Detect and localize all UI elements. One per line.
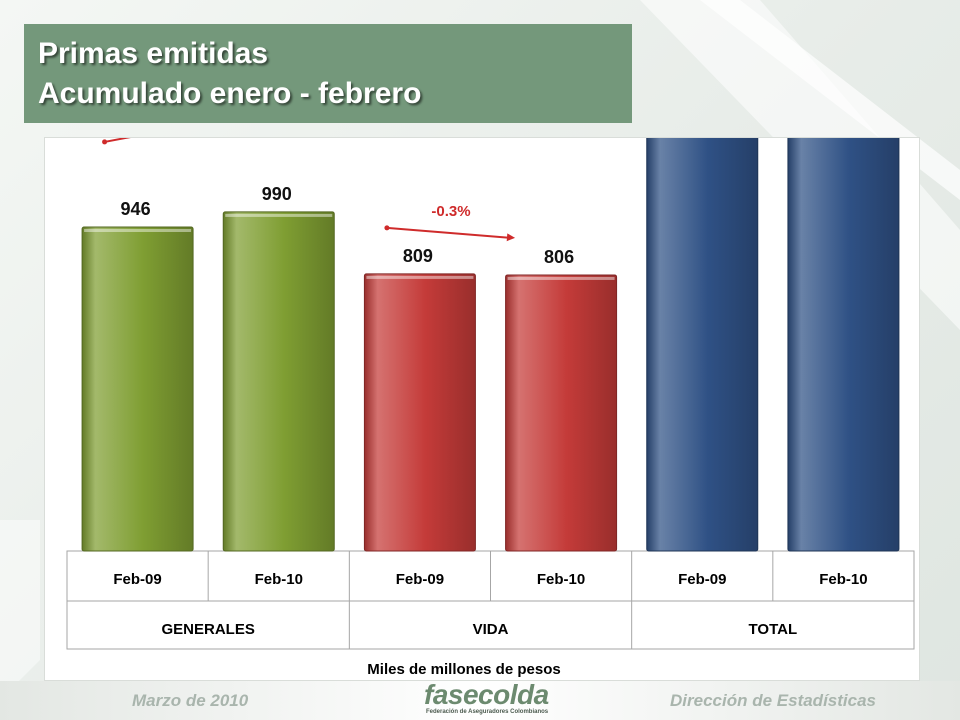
bars — [81, 138, 900, 552]
bar-generales-feb-09 — [81, 226, 194, 552]
footer-date: Marzo de 2010 — [132, 691, 249, 710]
footer-department: Dirección de Estadísticas — [670, 691, 876, 710]
bar-total-feb-10 — [787, 138, 900, 552]
page-subtitle: Acumulado enero - febrero — [38, 77, 422, 110]
logo-wordmark: fasecolda — [424, 679, 549, 710]
bar-vida-feb-10 — [505, 274, 618, 552]
bar-total-feb-09 — [646, 138, 759, 552]
bar-chart: Feb-09 Feb-10 GENERALES Feb-09 Feb-10 VIDA Feb… — [66, 138, 915, 678]
x-tick-label: Feb-10 — [255, 571, 303, 588]
growth-label-vida: -0.3% — [431, 203, 470, 220]
bar-highlight — [366, 275, 474, 279]
bar-highlight — [84, 228, 192, 232]
group-label-generales: GENERALES — [161, 621, 254, 638]
bar-highlight — [225, 213, 333, 217]
growth-arrow-generales — [102, 138, 131, 145]
data-label: 809 — [403, 246, 433, 266]
growth-arrows: 4.7%-0.3%2.4% — [102, 138, 516, 242]
data-label: 946 — [121, 199, 151, 219]
x-tick-label: Feb-09 — [678, 571, 726, 588]
x-axis-label: Miles de millones de pesos — [367, 661, 560, 678]
bar-highlight — [507, 276, 615, 280]
bar-generales-feb-10 — [222, 211, 335, 552]
page-title: Primas emitidas — [38, 37, 269, 70]
category-table: Feb-09 Feb-10 GENERALES Feb-09 Feb-10 VIDA Feb… — [66, 550, 915, 650]
chart-panel: Feb-09 Feb-10 GENERALES Feb-09 Feb-10 VIDA Feb… — [44, 137, 920, 681]
title-box: Primas emitidas Acumulado enero - febrer… — [24, 24, 632, 123]
group-label-total: TOTAL — [749, 621, 798, 638]
x-tick-label: Feb-09 — [396, 571, 444, 588]
group-label-vida: VIDA — [473, 621, 509, 638]
x-tick-label: Feb-10 — [819, 571, 867, 588]
x-tick-label: Feb-10 — [537, 571, 585, 588]
footer: Marzo de 2010 fasecolda Federación de As… — [0, 679, 960, 720]
x-tick-label: Feb-09 — [113, 571, 161, 588]
logo-subtext: Federación de Aseguradores Colombianos — [426, 709, 549, 715]
bar-vida-feb-09 — [363, 273, 476, 552]
data-labels: 9469908098061,7551,796 — [121, 184, 575, 267]
growth-arrow-vida — [384, 225, 516, 242]
data-label: 990 — [262, 184, 292, 204]
data-label: 806 — [544, 247, 574, 267]
fasecolda-logo: fasecolda Federación de Aseguradores Col… — [420, 679, 550, 720]
